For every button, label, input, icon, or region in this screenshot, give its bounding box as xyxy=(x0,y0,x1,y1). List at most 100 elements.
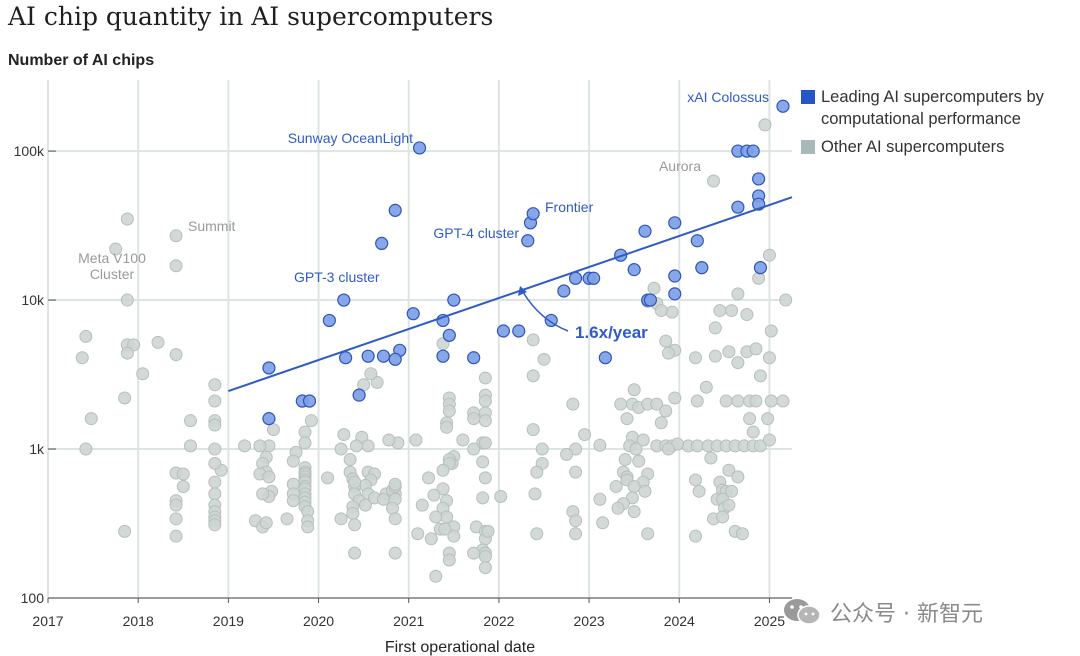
leading-point xyxy=(668,216,682,230)
leading-point xyxy=(776,99,790,113)
leading-point xyxy=(690,234,704,248)
y-tick-label: 10k xyxy=(21,292,45,308)
other-point xyxy=(627,480,641,494)
leading-point xyxy=(521,234,535,248)
other-point xyxy=(689,351,703,365)
other-point xyxy=(438,522,452,536)
other-point xyxy=(169,498,183,512)
other-point xyxy=(665,305,679,319)
other-point xyxy=(388,477,402,491)
other-point xyxy=(440,510,454,524)
annotation-label: Aurora xyxy=(659,158,701,174)
leading-point xyxy=(339,351,353,365)
other-point xyxy=(647,281,661,295)
legend-item-other: Other AI supercomputers xyxy=(801,136,1079,158)
other-point xyxy=(208,487,222,501)
other-point xyxy=(169,259,183,273)
other-point xyxy=(79,329,93,343)
other-point xyxy=(641,527,655,541)
leading-point xyxy=(668,269,682,283)
leading-point xyxy=(467,351,481,365)
x-tick-label: 2020 xyxy=(303,613,334,629)
other-point xyxy=(627,505,641,519)
other-point xyxy=(708,321,722,335)
other-point xyxy=(535,442,549,456)
leading-point xyxy=(447,293,461,307)
x-tick-label: 2018 xyxy=(123,613,154,629)
other-point xyxy=(208,418,222,432)
axis-layer: 100 1k 10k 100k 2017 2018 2019 2020 2021 2022 2023… xyxy=(14,143,792,656)
other-point xyxy=(183,414,197,428)
other-point xyxy=(151,335,165,349)
legend-label-leading: Leading AI supercomputers by computation… xyxy=(821,88,1044,128)
other-point xyxy=(120,293,134,307)
leading-point xyxy=(375,236,389,251)
other-point xyxy=(361,439,375,453)
other-point xyxy=(364,367,378,381)
legend-item-leading: Leading AI supercomputers by computation… xyxy=(801,86,1079,130)
other-point xyxy=(176,480,190,494)
other-point xyxy=(596,516,610,530)
other-point xyxy=(388,546,402,560)
other-point xyxy=(690,439,704,453)
other-point xyxy=(614,397,628,411)
other-point xyxy=(526,333,540,347)
other-point xyxy=(494,490,508,504)
leading-point xyxy=(322,313,336,328)
other-point xyxy=(436,482,450,496)
other-point xyxy=(376,492,390,506)
other-point xyxy=(262,470,276,484)
other-point xyxy=(447,529,461,543)
x-tick-label: 2024 xyxy=(664,613,695,629)
leading-point xyxy=(598,351,612,365)
other-point xyxy=(370,375,384,389)
other-point xyxy=(388,512,402,526)
annotation-label: Summit xyxy=(188,218,236,234)
other-point xyxy=(409,433,423,447)
x-tick-label: 2025 xyxy=(754,613,785,629)
other-point xyxy=(618,453,632,467)
leading-point xyxy=(436,349,450,363)
x-tick-label: 2023 xyxy=(574,613,605,629)
other-point xyxy=(627,383,641,397)
leading-point xyxy=(526,207,540,221)
other-point xyxy=(764,394,778,408)
other-point xyxy=(118,524,132,538)
other-point xyxy=(266,423,280,437)
other-point xyxy=(424,532,438,546)
other-point xyxy=(752,271,766,285)
other-point xyxy=(566,397,580,411)
other-point xyxy=(286,494,300,508)
other-point xyxy=(707,174,721,188)
other-point xyxy=(334,442,348,456)
other-point xyxy=(256,487,270,501)
other-point xyxy=(740,307,754,321)
other-point xyxy=(689,473,703,487)
x-tick-label: 2017 xyxy=(32,613,63,629)
other-point xyxy=(692,484,706,498)
leading-point xyxy=(337,293,351,307)
leading-point xyxy=(496,324,511,338)
leading-point xyxy=(361,349,375,363)
other-point xyxy=(442,553,456,567)
x-tick-label: 2022 xyxy=(483,613,514,629)
other-point xyxy=(690,394,704,408)
other-point xyxy=(429,569,443,583)
other-point xyxy=(713,304,727,318)
other-point xyxy=(136,367,150,381)
other-point xyxy=(253,439,267,453)
other-point xyxy=(526,369,540,383)
other-point xyxy=(75,351,89,365)
legend-label-other: Other AI supercomputers xyxy=(821,138,1005,156)
leading-point xyxy=(262,412,276,426)
other-point xyxy=(422,471,436,485)
other-point xyxy=(650,397,664,411)
other-point xyxy=(764,324,778,338)
other-point xyxy=(708,349,722,363)
other-point xyxy=(208,394,222,408)
other-point xyxy=(478,414,492,428)
legend-swatch-leading xyxy=(801,90,815,104)
other-point xyxy=(743,412,757,426)
other-point xyxy=(731,356,745,370)
leading-point xyxy=(627,263,641,277)
